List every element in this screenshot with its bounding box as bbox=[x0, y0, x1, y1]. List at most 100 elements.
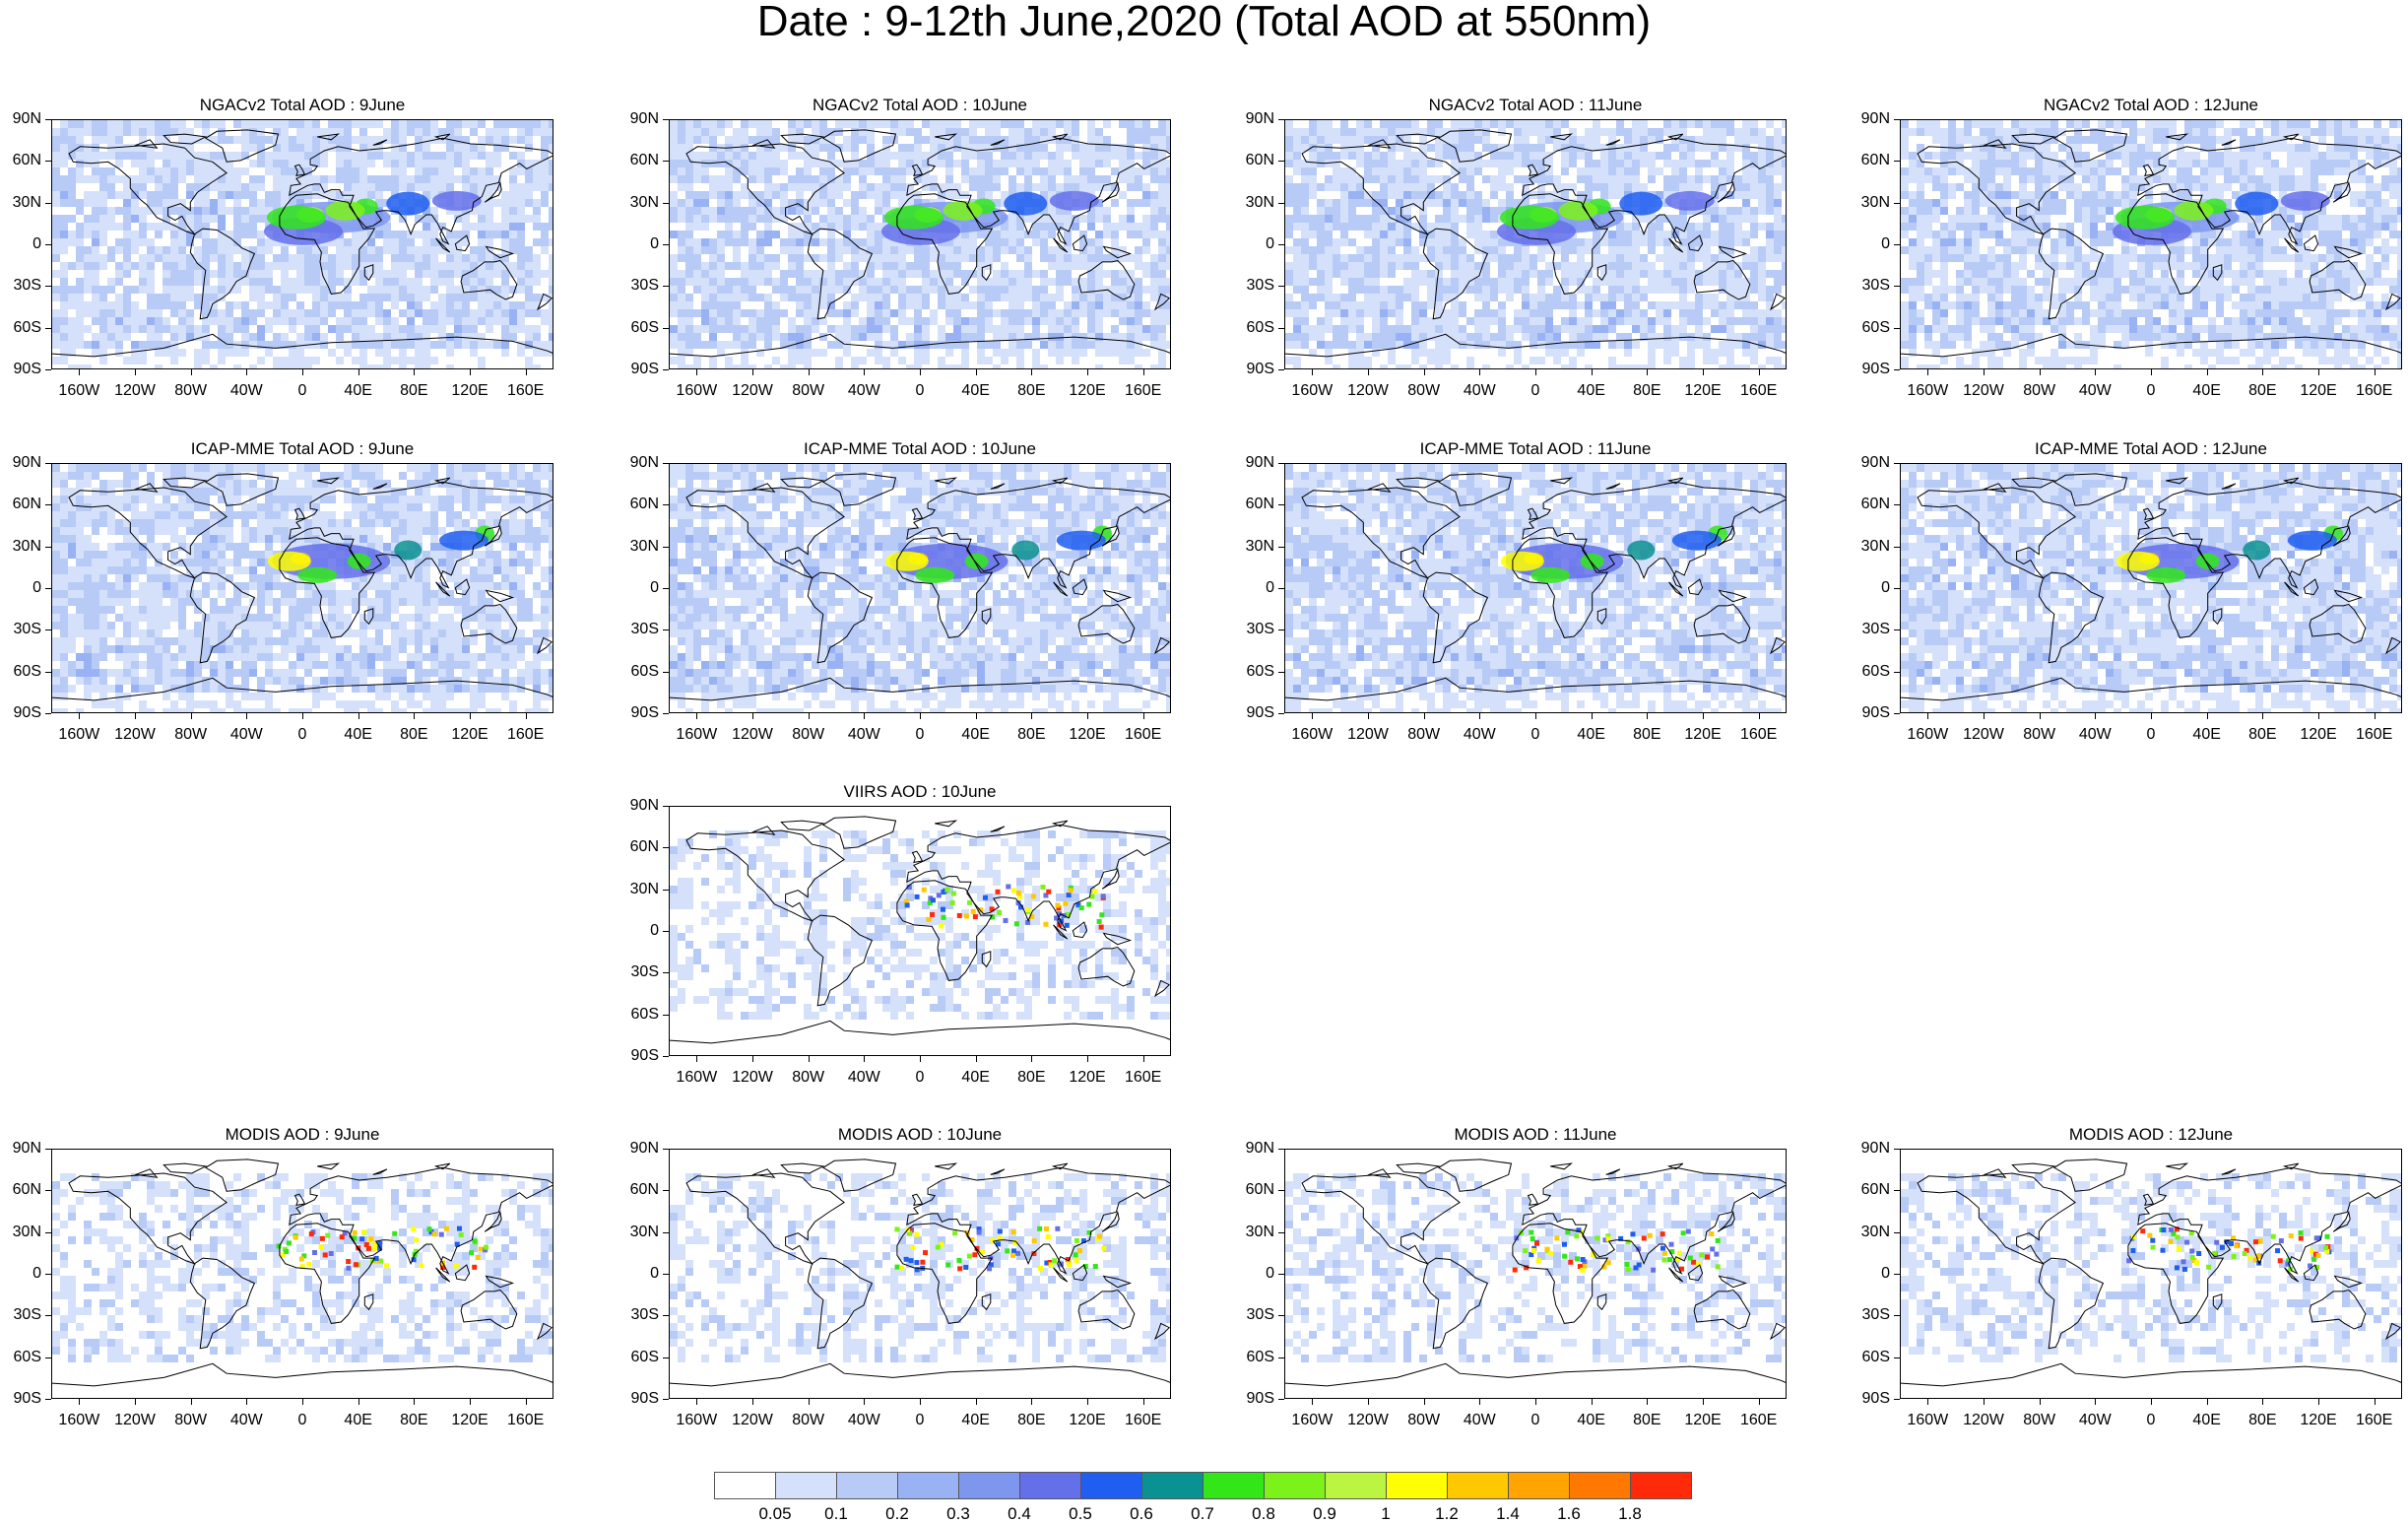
aod-cell bbox=[1372, 136, 1380, 144]
aod-cell bbox=[241, 160, 249, 167]
aod-cell bbox=[1301, 349, 1309, 357]
aod-cell bbox=[391, 215, 399, 223]
aod-cell bbox=[1608, 152, 1616, 160]
aod-cell bbox=[2098, 152, 2106, 160]
aod-cell bbox=[2035, 191, 2043, 199]
aod-cell bbox=[1340, 294, 1348, 301]
aod-cell bbox=[1333, 278, 1340, 286]
coastline bbox=[1101, 180, 1120, 203]
aod-cell bbox=[1482, 215, 1490, 223]
aod-cell bbox=[2090, 301, 2098, 309]
aod-cell bbox=[1490, 349, 1498, 357]
aod-cell bbox=[1016, 254, 1024, 262]
aod-cell bbox=[2090, 136, 2098, 144]
aod-cell bbox=[1948, 152, 1956, 160]
aod-cell bbox=[2279, 183, 2287, 191]
aod-cell bbox=[233, 238, 241, 246]
aod-cell bbox=[1774, 341, 1782, 349]
aod-cell bbox=[678, 120, 685, 128]
aod-cell bbox=[52, 207, 60, 215]
aod-cell bbox=[2192, 301, 2200, 309]
aod-cell bbox=[194, 341, 202, 349]
aod-cell bbox=[359, 364, 367, 368]
aod-cell bbox=[391, 136, 399, 144]
aod-cell bbox=[107, 167, 115, 175]
aod-cell bbox=[2374, 120, 2381, 128]
aod-cell bbox=[2098, 223, 2106, 231]
aod-cell bbox=[509, 120, 517, 128]
aod-cell bbox=[867, 317, 875, 325]
aod-cell bbox=[454, 136, 462, 144]
aod-cell bbox=[945, 238, 953, 246]
aod-cell bbox=[2263, 223, 2271, 231]
aod-cell bbox=[1656, 262, 1663, 270]
aod-cell bbox=[438, 254, 446, 262]
aod-cell bbox=[780, 128, 788, 136]
aod-cell bbox=[131, 364, 139, 368]
aod-cell bbox=[123, 199, 131, 207]
aod-cell bbox=[249, 364, 257, 368]
aod-cell bbox=[764, 357, 772, 364]
aod-cell bbox=[123, 152, 131, 160]
aod-cell bbox=[367, 128, 375, 136]
coastline bbox=[435, 237, 451, 253]
aod-cell bbox=[1774, 278, 1782, 286]
aod-cell bbox=[851, 238, 859, 246]
longitude-label: 0 bbox=[915, 382, 925, 399]
aod-cell bbox=[1932, 262, 1940, 270]
aod-cell bbox=[1750, 270, 1758, 278]
aod-cell bbox=[835, 294, 843, 301]
aod-cell bbox=[328, 341, 336, 349]
aod-cell bbox=[1333, 207, 1340, 215]
aod-cell bbox=[163, 357, 170, 364]
aod-cell bbox=[1372, 286, 1380, 294]
aod-cell bbox=[1608, 341, 1616, 349]
aod-cell bbox=[1585, 357, 1593, 364]
aod-cell bbox=[1577, 175, 1585, 183]
aod-cell bbox=[977, 183, 985, 191]
aod-cell bbox=[1482, 207, 1490, 215]
aod-cell bbox=[525, 357, 533, 364]
aod-cell bbox=[2263, 262, 2271, 270]
aod-cell bbox=[257, 223, 265, 231]
aod-cell bbox=[1032, 357, 1040, 364]
aod-cell bbox=[922, 191, 930, 199]
aod-cell bbox=[2027, 341, 2035, 349]
aod-cell bbox=[1340, 364, 1348, 368]
aod-cell bbox=[210, 207, 218, 215]
aod-cell bbox=[68, 167, 76, 175]
aod-cell bbox=[107, 199, 115, 207]
aod-cell bbox=[1016, 144, 1024, 152]
aod-cell bbox=[1356, 286, 1364, 294]
aod-cell bbox=[92, 128, 99, 136]
lon-tick bbox=[1647, 369, 1649, 375]
aod-cell bbox=[930, 278, 938, 286]
aod-cell bbox=[1972, 270, 1980, 278]
aod-cell bbox=[1142, 349, 1150, 357]
aod-cell bbox=[938, 357, 945, 364]
aod-cell bbox=[1726, 357, 1734, 364]
aod-cell bbox=[336, 286, 344, 294]
aod-cell bbox=[2145, 286, 2153, 294]
aod-cell bbox=[170, 215, 178, 223]
aod-cell bbox=[1640, 294, 1648, 301]
aod-cell bbox=[1663, 238, 1671, 246]
aod-cell bbox=[882, 349, 890, 357]
aod-cell bbox=[1482, 364, 1490, 368]
aod-cell bbox=[2216, 160, 2224, 167]
aod-cell bbox=[796, 357, 804, 364]
aod-cell bbox=[186, 175, 194, 183]
aod-cell bbox=[2318, 120, 2326, 128]
aod-cell bbox=[733, 152, 741, 160]
aod-cell bbox=[1482, 144, 1490, 152]
aod-cell bbox=[438, 128, 446, 136]
aod-cell bbox=[1901, 341, 1909, 349]
aod-cell bbox=[1901, 294, 1909, 301]
aod-cell bbox=[391, 278, 399, 286]
aod-cell bbox=[2247, 144, 2255, 152]
aod-cell bbox=[186, 341, 194, 349]
aod-cell bbox=[1490, 167, 1498, 175]
aod-cell bbox=[969, 357, 977, 364]
aod-cell bbox=[493, 349, 501, 357]
aod-cell bbox=[1577, 231, 1585, 238]
